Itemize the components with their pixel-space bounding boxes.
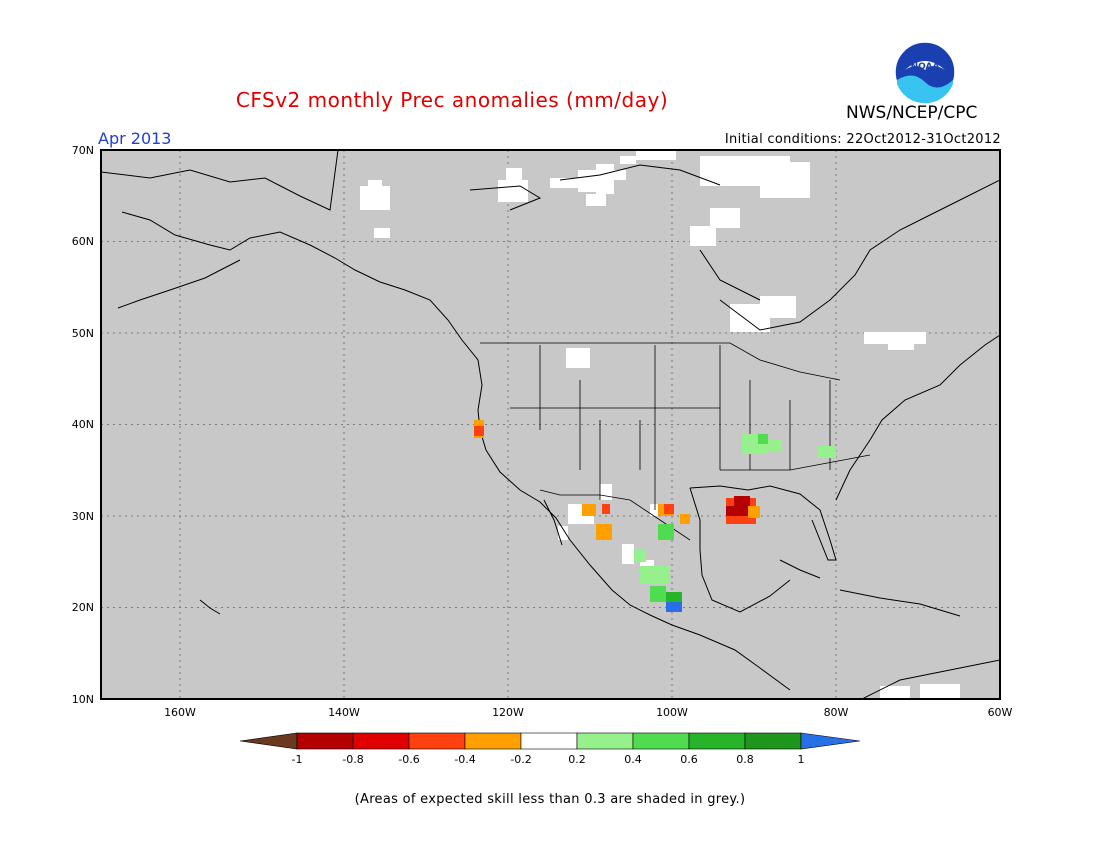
lon-tick-label: 100W [656,706,688,719]
lon-tick-label: 80W [824,706,849,719]
agency-label: NWS/NCEP/CPC [846,103,978,123]
skill-footnote: (Areas of expected skill less than 0.3 a… [354,792,746,807]
legend-swatch [688,732,746,750]
legend-left-arrow [239,732,298,750]
lat-tick-label: 70N [72,144,94,157]
noaa-logo: NOAA [894,41,956,104]
lon-tick-label: 120W [492,706,524,719]
legend-label: 0.4 [624,753,642,766]
legend-label: 0.8 [736,753,754,766]
map-title: CFSv2 monthly Prec anomalies (mm/day) [235,88,669,112]
map-background [101,150,1000,699]
near-normal-areas [360,150,960,699]
legend-labels: -1 -0.8 -0.6 -0.4 -0.2 0.2 0.4 0.6 0.8 1 [292,753,805,766]
legend-swatch [408,732,466,750]
legend-swatch [464,732,522,750]
legend-label: -0.4 [454,753,475,766]
legend-label: -0.8 [342,753,363,766]
legend-swatch [632,732,690,750]
lat-tick-label: 30N [72,510,94,523]
logo-text: NOAA [911,62,940,72]
legend-label: -1 [292,753,303,766]
legend-swatch [744,732,802,750]
lat-tick-label: 40N [72,418,94,431]
lat-tick-label: 20N [72,601,94,614]
lon-tick-label: 160W [164,706,196,719]
valid-month: Apr 2013 [98,129,172,148]
legend-label: 1 [798,753,805,766]
legend-swatch [576,732,634,750]
lon-axis: 160W 140W 120W 100W 80W 60W [164,706,1012,719]
lat-tick-label: 10N [72,693,94,706]
legend-right-arrow [800,732,861,750]
lon-tick-label: 60W [988,706,1013,719]
coastlines [101,150,1000,699]
political-borders [480,342,871,541]
legend-label: -0.6 [398,753,419,766]
color-legend [239,732,861,750]
legend-label: 0.6 [680,753,698,766]
map-frame [100,149,1001,700]
grid-lines [101,150,1000,699]
legend-label: 0.2 [568,753,586,766]
lat-axis: 70N 60N 50N 40N 30N 20N 10N [72,144,94,706]
legend-swatch [352,732,410,750]
legend-swatch [520,732,578,750]
legend-label: -0.2 [510,753,531,766]
lat-tick-label: 60N [72,235,94,248]
initial-conditions: Initial conditions: 22Oct2012-31Oct2012 [724,132,1001,147]
lon-tick-label: 140W [328,706,360,719]
legend-swatch [296,732,354,750]
anomaly-cells [474,420,836,612]
lat-tick-label: 50N [72,327,94,340]
